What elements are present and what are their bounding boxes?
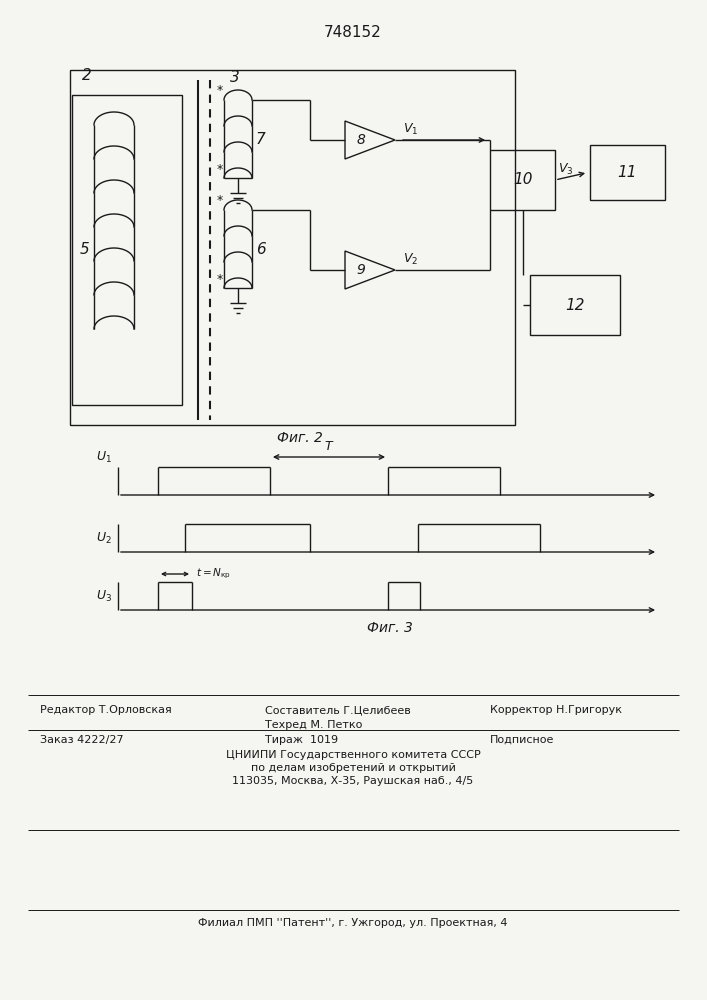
Bar (530, 275, 620, 335)
Text: $U_2$: $U_2$ (96, 530, 112, 546)
Text: $V_1$: $V_1$ (403, 122, 419, 137)
Text: 3: 3 (230, 70, 240, 85)
Text: по делам изобретений и открытий: по делам изобретений и открытий (250, 763, 455, 773)
Text: 7: 7 (256, 131, 266, 146)
Text: 10: 10 (513, 172, 532, 188)
Text: *: * (217, 273, 223, 286)
Text: $T$: $T$ (324, 440, 334, 453)
Text: Подписное: Подписное (490, 735, 554, 745)
Text: *: * (217, 163, 223, 176)
Text: Фиг. 3: Фиг. 3 (367, 621, 413, 635)
Text: Филиал ПМП ''Патент'', г. Ужгород, ул. Проектная, 4: Филиал ПМП ''Патент'', г. Ужгород, ул. П… (198, 918, 508, 928)
Text: 8: 8 (356, 133, 366, 147)
Text: 5: 5 (80, 242, 90, 257)
Text: Заказ 4222/27: Заказ 4222/27 (40, 735, 124, 745)
Text: $t = N_{\rm кр}$: $t = N_{\rm кр}$ (196, 567, 231, 581)
Bar (70, 70, 515, 425)
Text: $V_3$: $V_3$ (558, 162, 573, 177)
Text: *: * (217, 84, 223, 97)
Text: 9: 9 (356, 263, 366, 277)
Text: *: * (217, 194, 223, 207)
Text: Техред М. Петко: Техред М. Петко (265, 720, 363, 730)
Text: Корректор Н.Григорук: Корректор Н.Григорук (490, 705, 622, 715)
Text: $V_2$: $V_2$ (403, 252, 418, 267)
Text: 748152: 748152 (324, 25, 382, 40)
Text: 12: 12 (566, 298, 585, 312)
Text: 11: 11 (618, 165, 637, 180)
Bar (490, 150, 555, 210)
Text: Редактор Т.Орловская: Редактор Т.Орловская (40, 705, 172, 715)
Text: $U_1$: $U_1$ (96, 450, 112, 465)
Bar (72, 95, 182, 405)
Text: 2: 2 (82, 68, 92, 83)
Text: ЦНИИПИ Государственного комитета СССР: ЦНИИПИ Государственного комитета СССР (226, 750, 480, 760)
Text: Тираж  1019: Тираж 1019 (265, 735, 338, 745)
Text: Составитель Г.Целибеев: Составитель Г.Целибеев (265, 705, 411, 715)
Text: $U_3$: $U_3$ (96, 588, 112, 604)
Text: 113035, Москва, Х-35, Раушская наб., 4/5: 113035, Москва, Х-35, Раушская наб., 4/5 (233, 776, 474, 786)
Bar (590, 145, 665, 200)
Text: Фиг. 2: Фиг. 2 (277, 431, 323, 445)
Text: 6: 6 (256, 241, 266, 256)
